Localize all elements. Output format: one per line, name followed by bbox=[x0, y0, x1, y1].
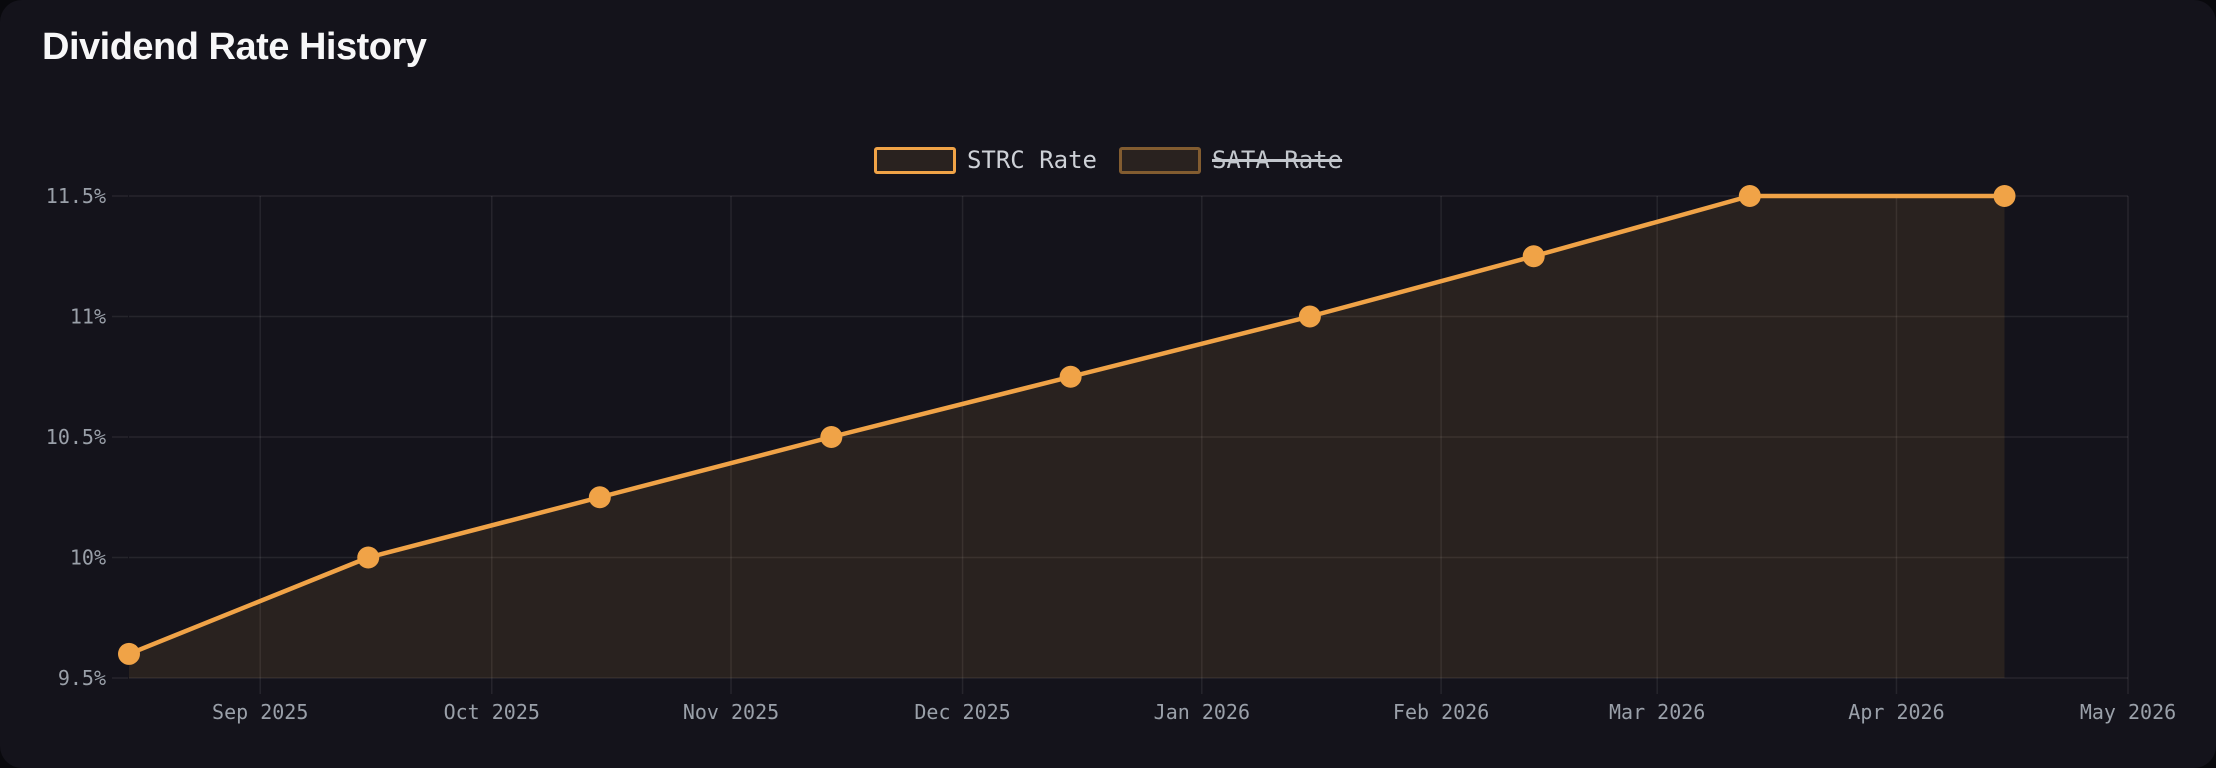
sata-rate-swatch-icon bbox=[1119, 146, 1201, 174]
x-axis-label-Dec-2025: Dec 2025 bbox=[914, 700, 1010, 724]
x-axis-label-May-2026: May 2026 bbox=[2080, 700, 2176, 724]
data-point-2025-10-15[interactable] bbox=[588, 486, 611, 509]
data-point-2026-03-13[interactable] bbox=[1738, 185, 1761, 207]
y-axis-label-11%: 11% bbox=[70, 305, 106, 329]
legend-label-strc-rate: STRC Rate bbox=[966, 146, 1097, 174]
x-axis-label-Nov-2025: Nov 2025 bbox=[683, 700, 779, 724]
x-axis-label-Mar-2026: Mar 2026 bbox=[1609, 700, 1705, 724]
chart-title: Dividend Rate History bbox=[42, 26, 427, 68]
y-axis-label-10.5%: 10.5% bbox=[46, 425, 106, 449]
x-axis-label-Oct-2025: Oct 2025 bbox=[444, 700, 540, 724]
y-axis-label-11.5%: 11.5% bbox=[46, 184, 106, 208]
x-axis-label-Feb-2026: Feb 2026 bbox=[1393, 700, 1489, 724]
data-point-2025-09-15[interactable] bbox=[357, 546, 380, 569]
data-point-2026-04-15[interactable] bbox=[1993, 185, 2016, 207]
legend-label-sata-rate: SATA Rate bbox=[1212, 146, 1343, 174]
y-axis-label-9.5%: 9.5% bbox=[58, 666, 106, 690]
data-point-2026-02-13[interactable] bbox=[1522, 245, 1545, 268]
y-axis-label-10%: 10% bbox=[70, 546, 106, 570]
data-point-2025-11-14[interactable] bbox=[820, 426, 843, 448]
strc-rate-swatch-icon bbox=[873, 146, 956, 174]
x-axis-label-Apr-2026: Apr 2026 bbox=[1848, 700, 1944, 724]
x-axis-label-Jan-2026: Jan 2026 bbox=[1154, 700, 1250, 724]
data-point-2026-01-15[interactable] bbox=[1298, 305, 1321, 328]
strc-rate-area bbox=[129, 196, 2005, 678]
x-axis-label-Sep-2025: Sep 2025 bbox=[212, 700, 308, 724]
legend-item-strc-rate[interactable]: STRC Rate bbox=[873, 146, 1097, 174]
legend-item-sata-rate[interactable]: SATA Rate bbox=[1119, 146, 1342, 174]
chart-legend: STRC Rate SATA Rate bbox=[0, 146, 2216, 174]
data-point-2025-12-15[interactable] bbox=[1059, 365, 1082, 388]
data-point-2025-08-15[interactable] bbox=[118, 642, 140, 665]
